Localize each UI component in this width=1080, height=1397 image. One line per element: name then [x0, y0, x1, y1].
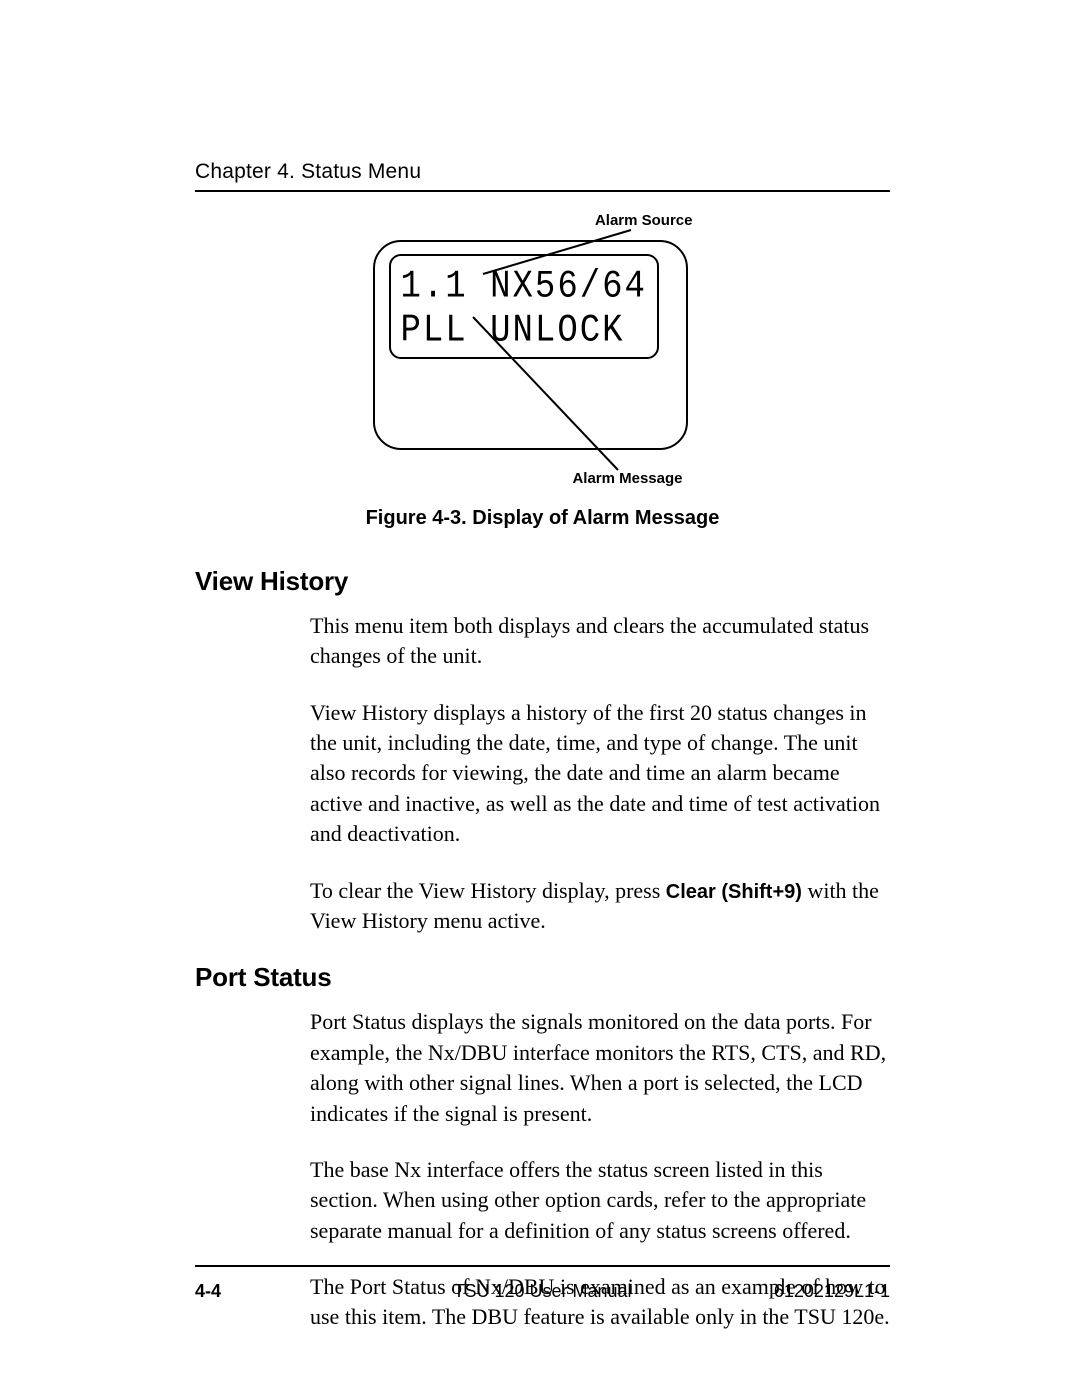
clear-shortcut: Clear (Shift+9) — [666, 881, 802, 903]
footer: 4-4 TSU 120 User Manual 61202129L1-1 — [195, 1281, 890, 1302]
paragraph: Port Status displays the signals monitor… — [310, 1007, 892, 1128]
alarm-source-label: Alarm Source — [595, 212, 693, 229]
paragraph: This menu item both displays and clears … — [310, 611, 892, 672]
page: Chapter 4. Status Menu Alarm Source 1.1 … — [0, 0, 1080, 1397]
paragraph: The base Nx interface offers the status … — [310, 1155, 892, 1246]
paragraph: View History displays a history of the f… — [310, 698, 892, 850]
section-title-port-status: Port Status — [195, 962, 890, 993]
section-title-view-history: View History — [195, 566, 890, 597]
rule-top — [195, 190, 890, 192]
chapter-header: Chapter 4. Status Menu — [195, 160, 890, 184]
text-run: To clear the View History display, press — [310, 878, 666, 903]
paragraph: To clear the View History display, press… — [310, 876, 892, 937]
footer-center: TSU 120 User Manual — [195, 1281, 890, 1302]
rule-bottom — [195, 1265, 890, 1267]
lcd-screen: 1.1 NX56/64 PLL UNLOCK — [389, 254, 659, 359]
alarm-figure: Alarm Source 1.1 NX56/64 PLL UNLOCK Alar… — [373, 212, 713, 487]
alarm-message-label: Alarm Message — [572, 470, 682, 487]
lcd-line-2: PLL UNLOCK — [401, 306, 647, 357]
device-outline: 1.1 NX56/64 PLL UNLOCK — [373, 240, 688, 450]
view-history-body: This menu item both displays and clears … — [310, 611, 892, 936]
figure-caption: Figure 4-3. Display of Alarm Message — [195, 507, 890, 530]
